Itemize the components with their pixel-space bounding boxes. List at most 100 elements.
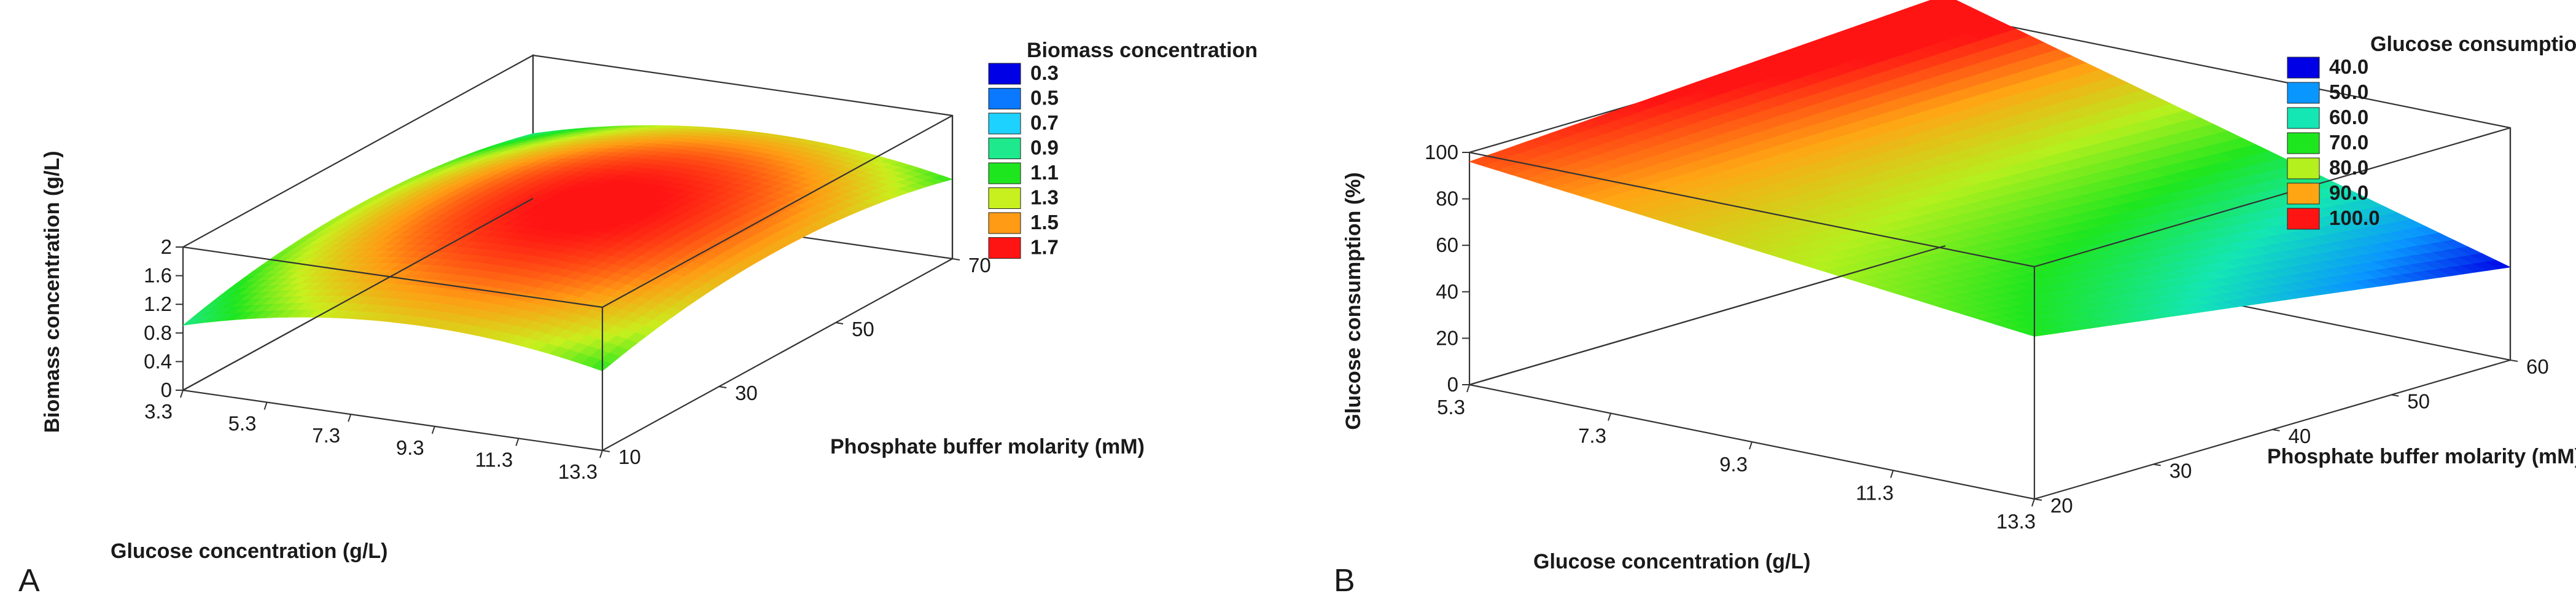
x-tick-label: 5.3 (228, 412, 257, 435)
x-tick-label: 13.3 (1996, 510, 2036, 533)
x-tick-mark (1890, 470, 1894, 478)
x-tick-label: 9.3 (1719, 453, 1748, 476)
x-tick-label: 11.3 (475, 448, 513, 471)
x-tick-label: 13.3 (558, 460, 597, 483)
y-tick-mark (602, 450, 610, 452)
panel-b-y-axis-ticks: 20 30 40 50 60 (2034, 355, 2549, 517)
box-top-right-edge (2034, 127, 2511, 268)
legend-swatch (988, 212, 1021, 234)
panel-a-y-axis-ticks: 10 30 50 70 (602, 254, 991, 468)
panel-b-front-wireframe (1469, 127, 2512, 500)
legend-swatch (988, 187, 1021, 209)
y-tick-label: 20 (2050, 494, 2073, 517)
panel-a-biomass-surface: 0 0.4 0.8 1.2 1.6 2 3.3 5.3 7.3 9.3 11.3 13.3 10 30… (18, 39, 1258, 599)
legend-value: 90.0 (2329, 181, 2368, 204)
y-tick-mark (2272, 429, 2280, 431)
legend-swatch (2287, 208, 2320, 230)
x-tick-label: 5.3 (1437, 396, 1465, 418)
legend-value: 1.7 (1030, 236, 1059, 259)
x-tick-mark (2031, 498, 2035, 507)
z-tick-label: 40 (1436, 280, 1458, 303)
legend-value: 40.0 (2329, 55, 2368, 78)
panel-b-glucose-consumption-surface: 0 20 40 60 80 100 5.3 7.3 9.3 11.3 13.3 20 30 40 50 6… (1334, 0, 2576, 599)
x-tick-label: 7.3 (312, 424, 340, 447)
box-top-right-edge (602, 115, 953, 308)
panel-a-legend-title: Biomass concentration (1027, 39, 1258, 62)
y-tick-mark (2510, 359, 2518, 362)
z-tick-label: 1.6 (144, 264, 172, 287)
y-tick-mark (835, 322, 844, 324)
x-tick-mark (515, 438, 519, 446)
panel-a-x-axis-ticks: 3.3 5.3 7.3 9.3 11.3 13.3 (144, 390, 603, 483)
legend-swatch (988, 88, 1021, 109)
panel-b-letter: B (1334, 563, 1355, 599)
y-tick-label: 70 (968, 254, 991, 277)
legend-value: 0.9 (1030, 136, 1059, 159)
panel-b-legend-title: Glucose consumption (2370, 33, 2576, 56)
panel-a-y-axis-label: Phosphate buffer molarity (mM) (830, 435, 1145, 458)
legend-value: 0.5 (1030, 87, 1059, 109)
legend-swatch (988, 63, 1021, 85)
legend-swatch (988, 162, 1021, 184)
y-tick-label: 30 (2169, 460, 2192, 482)
legend-swatch (2287, 107, 2320, 129)
z-tick-label: 1.2 (144, 293, 172, 315)
y-tick-mark (952, 258, 960, 261)
z-tick-label: 20 (1436, 326, 1458, 349)
x-tick-mark (1749, 441, 1753, 450)
x-tick-label: 3.3 (144, 400, 173, 423)
x-tick-label: 7.3 (1578, 425, 1606, 447)
x-tick-mark (431, 426, 435, 434)
legend-swatch (2287, 82, 2320, 104)
z-tick-label: 80 (1436, 187, 1458, 210)
legend-value: 100.0 (2329, 206, 2380, 229)
box-top-front-edge (182, 246, 603, 308)
panel-b-z-axis-ticks: 0 20 40 60 80 100 (1425, 141, 1469, 396)
box-floor-back-edge (602, 258, 953, 451)
y-tick-mark (2153, 463, 2161, 466)
surface-facet (2020, 329, 2047, 337)
box-floor-left-edge (182, 198, 534, 391)
panel-b-response-surface (1468, 0, 2512, 337)
panel-a-letter: A (18, 563, 40, 599)
z-tick-label: 100 (1425, 141, 1458, 163)
x-tick-mark (348, 414, 352, 422)
legend-swatch (988, 237, 1021, 259)
panel-b-x-axis-label: Glucose concentration (g/L) (1533, 550, 1810, 573)
z-tick-label: 0.8 (144, 321, 172, 344)
legend-swatch (2287, 132, 2320, 154)
x-tick-mark (599, 450, 603, 458)
y-tick-label: 30 (735, 382, 758, 404)
y-tick-label: 40 (2289, 425, 2311, 447)
x-tick-mark (1608, 413, 1611, 421)
legend-value: 0.3 (1030, 61, 1059, 84)
legend-swatch (988, 112, 1021, 135)
legend-value: 70.0 (2329, 131, 2368, 154)
box-floor-front-edge (182, 389, 603, 452)
legend-value: 60.0 (2329, 106, 2368, 128)
panel-b-y-axis-label: Phosphate buffer molarity (mM) (2267, 445, 2576, 468)
panel-b-x-axis-ticks: 5.3 7.3 9.3 11.3 13.3 (1437, 384, 2036, 533)
legend-swatch (988, 138, 1021, 159)
panel-b-z-axis-label: Glucose consumption (%) (1342, 172, 1365, 430)
y-tick-mark (2034, 498, 2042, 501)
legend-swatch (2287, 183, 2320, 205)
box-floor-left-edge (1469, 245, 1946, 386)
x-tick-label: 9.3 (396, 436, 424, 459)
legend-value: 1.5 (1030, 211, 1059, 234)
z-tick-label: 2 (161, 235, 172, 258)
z-tick-label: 0.4 (144, 350, 172, 372)
panel-a-z-axis-ticks: 0 0.4 0.8 1.2 1.6 2 (144, 235, 183, 401)
y-tick-mark (718, 386, 727, 388)
panel-a-front-wireframe (182, 115, 954, 452)
legend-value: 50.0 (2329, 81, 2368, 103)
y-tick-label: 60 (2526, 355, 2549, 378)
legend-value: 80.0 (2329, 156, 2368, 179)
z-tick-label: 0 (1447, 373, 1458, 396)
legend-swatch (2287, 157, 2320, 179)
z-tick-label: 60 (1436, 234, 1458, 256)
x-tick-mark (180, 390, 184, 398)
legend-value: 0.7 (1030, 111, 1059, 134)
